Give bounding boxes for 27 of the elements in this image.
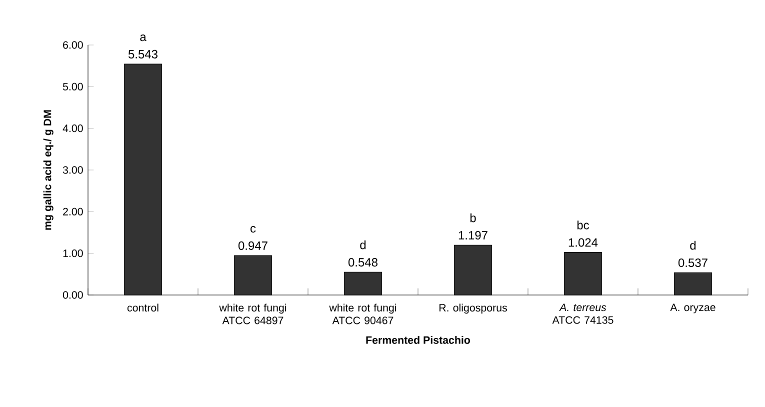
- x-axis-title: Fermented Pistachio: [366, 336, 470, 344]
- y-tick-label: 1.00: [63, 250, 83, 258]
- y-tick-label: 6.00: [63, 41, 83, 49]
- x-tick-label: A. terreus ATCC 74135: [552, 304, 614, 324]
- y-tick-label: 2.00: [63, 208, 83, 216]
- annotation: d: [360, 240, 366, 250]
- data-label: 0.537: [678, 258, 708, 268]
- data-label: 1.197: [458, 231, 488, 240]
- annotation: a: [140, 34, 146, 42]
- annotation: c: [250, 226, 256, 233]
- data-label: 0.548: [348, 258, 378, 267]
- x-tick-label: A. oryzae: [670, 304, 716, 314]
- y-tick-label: 3.00: [62, 166, 83, 174]
- x-tick-label: white rot fungi ATCC 90467: [329, 304, 396, 324]
- x-tick-label: control: [127, 304, 158, 312]
- data-label: 5.543: [128, 50, 158, 58]
- y-tick-label: 4.00: [62, 124, 83, 132]
- data-label: 1.024: [568, 238, 598, 247]
- annotation: d: [690, 240, 696, 250]
- y-tick-label: 0.00: [62, 291, 83, 299]
- y-axis-title: mg gallic acid eq./ g DM: [43, 110, 54, 230]
- data-label: 0.947: [238, 241, 268, 250]
- annotation: b: [470, 213, 476, 222]
- x-tick-label: R. oligosporus: [439, 304, 507, 314]
- annotation: bc: [577, 220, 590, 230]
- y-tick-label: 5.00: [62, 82, 83, 90]
- x-tick-label: white rot fungi ATCC 64897: [219, 304, 286, 324]
